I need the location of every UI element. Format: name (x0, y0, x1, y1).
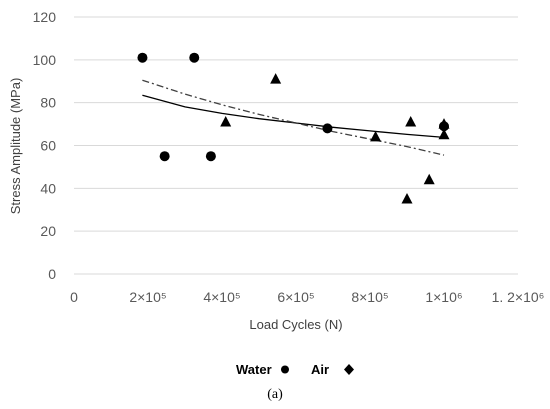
y-tick-labels: 0 20 40 60 80 100 120 (33, 9, 57, 282)
x-tick-label: 6×10⁵ (277, 289, 314, 305)
y-tick-label: 100 (33, 52, 57, 68)
data-point-water (137, 52, 148, 63)
data-point-air (220, 115, 232, 127)
y-axis-label: Stress Amplitude (MPa) (8, 78, 23, 215)
x-tick-label: 4×10⁵ (203, 289, 240, 305)
figure-caption: (a) (267, 387, 283, 402)
data-point-air (423, 173, 435, 185)
y-tick-label: 120 (33, 9, 57, 25)
y-tick-label: 80 (40, 95, 56, 111)
trendlines (142, 79, 445, 156)
x-tick-label: 1. 2×10⁶ (492, 289, 545, 305)
legend: Water Air (236, 362, 354, 377)
legend-label-water: Water (236, 362, 272, 377)
x-tick-label: 0 (70, 289, 78, 305)
data-point-water (205, 151, 216, 162)
x-axis-label: Load Cycles (N) (249, 317, 342, 332)
y-tick-label: 60 (40, 138, 56, 154)
legend-marker-water (281, 365, 289, 374)
data-point-air (438, 118, 450, 129)
data-point-air (401, 193, 413, 204)
legend-label-air: Air (311, 362, 329, 377)
trendline-air (142, 79, 445, 156)
x-tick-label: 8×10⁵ (351, 289, 388, 305)
x-tick-labels: 0 2×10⁵ 4×10⁵ 6×10⁵ 8×10⁵ 1×10⁶ 1. 2×10⁶ (70, 289, 544, 305)
x-tick-label: 2×10⁵ (129, 289, 166, 305)
data-point-air (438, 128, 450, 140)
y-tick-label: 20 (40, 223, 56, 239)
data-markers (137, 52, 450, 204)
data-point-water (189, 52, 200, 63)
y-tick-label: 0 (48, 266, 56, 282)
data-point-air (405, 115, 417, 127)
gridlines (74, 16, 518, 275)
data-point-air (270, 73, 282, 84)
data-point-water (159, 151, 170, 162)
data-point-air (370, 130, 382, 142)
x-tick-label: 1×10⁶ (425, 289, 462, 305)
y-tick-label: 40 (40, 180, 56, 196)
legend-marker-air (344, 364, 354, 375)
data-point-water (322, 123, 333, 134)
trendline-water (142, 94, 445, 139)
